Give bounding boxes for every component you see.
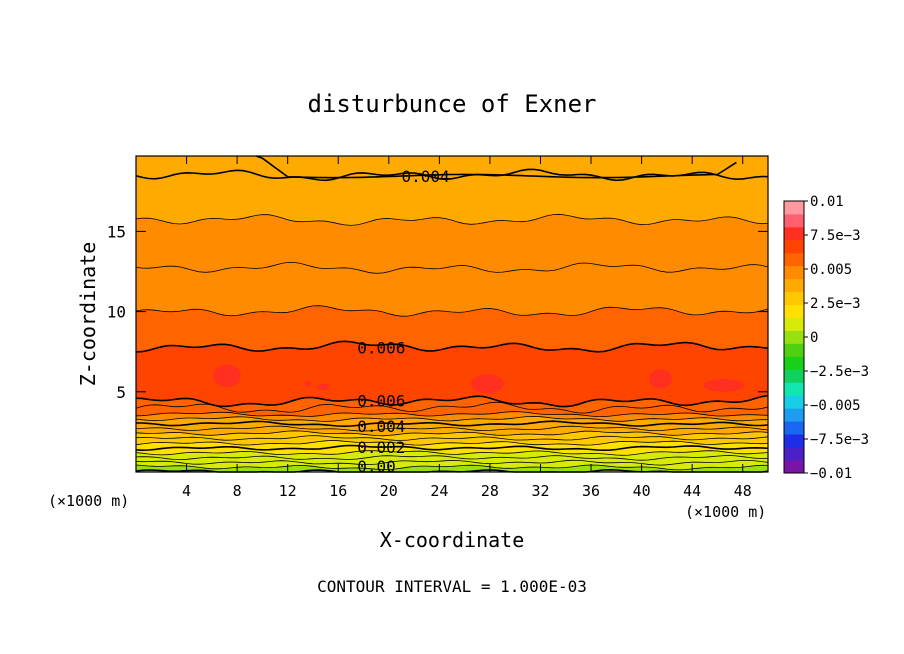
- colorbar-swatch: [784, 395, 804, 409]
- x-unit-right: (×1000 m): [685, 503, 766, 521]
- x-tick-label: 12: [279, 482, 297, 500]
- contour-line: [135, 394, 769, 408]
- colorbar-swatch: [784, 291, 804, 306]
- colorbar-swatch: [784, 304, 804, 318]
- contour-band: [135, 213, 769, 274]
- x-tick-label: 48: [734, 482, 752, 500]
- contour-label: 0.004: [357, 417, 405, 436]
- max-patch: [213, 364, 241, 387]
- contour-line: [135, 213, 769, 226]
- contour-line: [135, 450, 769, 456]
- local-maxima-patches: [213, 364, 744, 394]
- colorbar-tick-label: 0: [810, 330, 818, 346]
- x-tick-label: 28: [481, 482, 499, 500]
- contour-label: 0.00: [357, 457, 396, 476]
- colorbar-swatch: [784, 252, 804, 267]
- max-patch: [304, 380, 312, 387]
- contour-line: [135, 459, 769, 466]
- plot-frame: [135, 155, 769, 473]
- contour-line: [135, 430, 769, 437]
- chart-title: disturbunce of Exner: [308, 90, 597, 118]
- contour-line: [135, 261, 769, 274]
- colorbar-swatch: [784, 201, 804, 215]
- x-tick-label: 16: [329, 482, 347, 500]
- y-axis-label: Z-coordinate: [76, 242, 100, 387]
- colorbar-swatch: [784, 239, 804, 254]
- x-tick-label: 20: [380, 482, 398, 500]
- contour-label: 0.006: [357, 338, 405, 357]
- colorbar-swatch: [784, 369, 804, 383]
- max-patch: [470, 374, 504, 394]
- contour-line: [135, 305, 769, 317]
- contour-label: 0.002: [357, 438, 405, 457]
- x-tick-label: 40: [633, 482, 651, 500]
- colorbar-swatch: [784, 330, 804, 344]
- colorbar: 0.01 7.5e−3 0.005 2.5e−3 0 −2.5e−3 −0.005 −7.5e…: [783, 194, 869, 482]
- x-tick-label: 32: [531, 482, 549, 500]
- y-tick-label: 5: [116, 383, 126, 402]
- colorbar-swatch: [784, 447, 804, 461]
- colorbar-swatch: [784, 278, 804, 293]
- contour-label: 0.006: [357, 391, 405, 410]
- colorbar-tick-label: −0.005: [810, 398, 861, 414]
- colorbar-tick-label: 7.5e−3: [810, 228, 861, 244]
- colorbar-tick-label: 0.01: [810, 194, 844, 210]
- colorbar-tick-label: 2.5e−3: [810, 296, 861, 312]
- max-patch: [316, 383, 330, 391]
- contour-line: [135, 435, 769, 441]
- colorbar-swatch: [784, 460, 804, 474]
- colorbar-tick-label: −2.5e−3: [810, 364, 869, 380]
- max-patch: [703, 378, 744, 392]
- colorbar-swatch: [784, 213, 804, 228]
- colorbar-swatch: [784, 408, 804, 422]
- contour-lines: [135, 155, 769, 473]
- colorbar-tick-label: 0.005: [810, 262, 852, 278]
- colorbar-swatch: [784, 265, 804, 280]
- contour-line: [135, 401, 769, 414]
- colorbar-swatch: [784, 421, 804, 435]
- colorbar-tick-label: −7.5e−3: [810, 432, 869, 448]
- contour-line: [255, 155, 737, 179]
- colorbar-swatch: [784, 226, 804, 241]
- contour-line: [135, 411, 769, 418]
- contour-line: [135, 440, 769, 446]
- y-tick-label: 10: [107, 303, 126, 322]
- y-axis: 5 10 15: [107, 222, 768, 402]
- contour-line: [135, 464, 769, 471]
- colorbar-swatch: [784, 382, 804, 396]
- colorbar-tick-label: −0.01: [810, 466, 852, 482]
- colorbar-swatch: [784, 356, 804, 370]
- colorbar-swatch: [784, 434, 804, 448]
- x-unit-left: (×1000 m): [48, 492, 129, 510]
- contour-line: [136, 420, 769, 428]
- contour-line: [135, 444, 769, 452]
- colorbar-swatch: [784, 343, 804, 357]
- max-patch: [649, 369, 672, 389]
- x-tick-label: 4: [182, 482, 191, 500]
- colorbar-swatch: [784, 317, 804, 331]
- contour-line: [135, 455, 769, 461]
- x-axis: 4 8 12 16 20 24 28 32 36 40 44 48: [182, 156, 752, 500]
- x-tick-label: 36: [582, 482, 600, 500]
- contour-line: [135, 340, 769, 353]
- x-tick-label: 44: [683, 482, 701, 500]
- contour-line: [135, 168, 769, 182]
- contour-interval-footer: CONTOUR INTERVAL = 1.000E-03: [317, 577, 587, 596]
- contour-line: [135, 425, 769, 432]
- x-tick-label: 24: [430, 482, 448, 500]
- x-axis-label: X-coordinate: [380, 528, 525, 552]
- contour-line: [135, 415, 768, 422]
- x-tick-label: 8: [233, 482, 242, 500]
- y-tick-label: 15: [107, 222, 126, 241]
- contour-label: 0.004: [401, 167, 449, 186]
